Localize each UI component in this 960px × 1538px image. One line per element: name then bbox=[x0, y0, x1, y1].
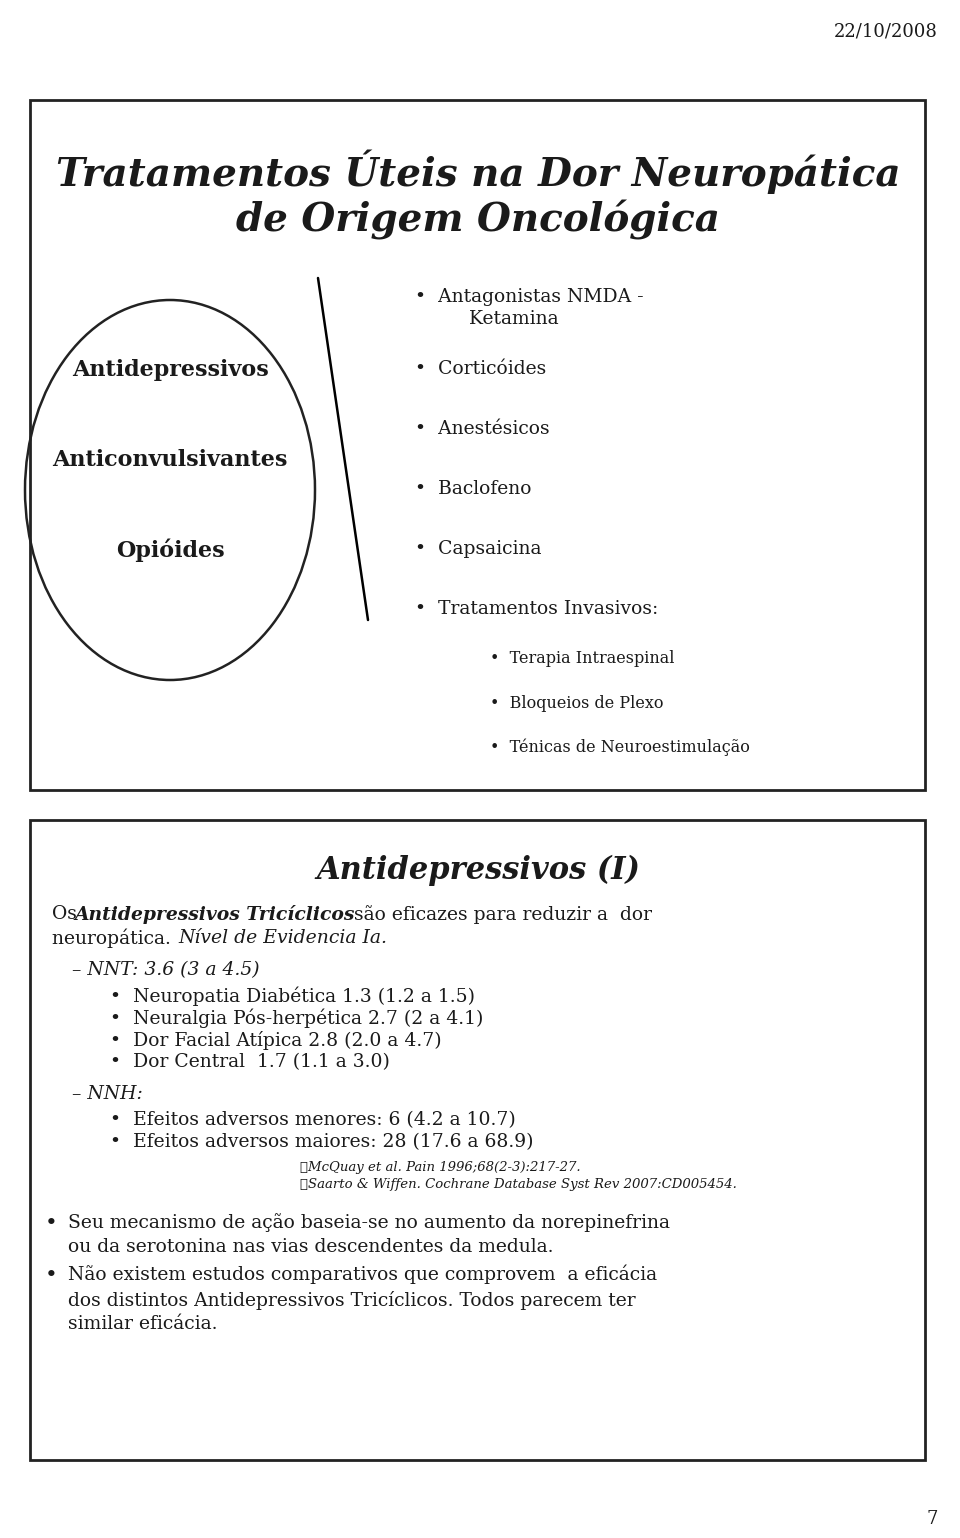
Text: •  Neuralgia Pós-herpética 2.7 (2 a 4.1): • Neuralgia Pós-herpética 2.7 (2 a 4.1) bbox=[110, 1009, 484, 1029]
Text: •  Terapia Intraespinal: • Terapia Intraespinal bbox=[490, 651, 675, 667]
Text: •  Capsaicina: • Capsaicina bbox=[415, 540, 541, 558]
Text: •  Dor Facial Atípica 2.8 (2.0 a 4.7): • Dor Facial Atípica 2.8 (2.0 a 4.7) bbox=[110, 1030, 442, 1050]
Text: de Origem Oncológica: de Origem Oncológica bbox=[236, 200, 720, 240]
Text: – NNT: 3.6 (3 a 4.5): – NNT: 3.6 (3 a 4.5) bbox=[72, 961, 259, 980]
Text: •  Baclofeno: • Baclofeno bbox=[415, 480, 532, 498]
Text: ➤Saarto & Wiffen. Cochrane Database Syst Rev 2007:CD005454.: ➤Saarto & Wiffen. Cochrane Database Syst… bbox=[300, 1178, 737, 1190]
Text: •  Anestésicos: • Anestésicos bbox=[415, 420, 550, 438]
Bar bbox=[30, 820, 925, 1460]
Text: Opióides: Opióides bbox=[116, 538, 225, 561]
Text: •  Efeitos adversos maiores: 28 (17.6 a 68.9): • Efeitos adversos maiores: 28 (17.6 a 6… bbox=[110, 1134, 534, 1150]
Text: •: • bbox=[45, 1264, 58, 1286]
Text: 7: 7 bbox=[926, 1510, 938, 1527]
Text: Antidepressivos (I): Antidepressivos (I) bbox=[316, 855, 640, 886]
Text: Anticonvulsivantes: Anticonvulsivantes bbox=[52, 449, 288, 471]
Text: são eficazes para reduzir a  dor: são eficazes para reduzir a dor bbox=[348, 904, 652, 924]
Text: •  Corticóides: • Corticóides bbox=[415, 360, 546, 378]
Text: Seu mecanismo de ação baseia-se no aumento da norepinefrina
ou da serotonina nas: Seu mecanismo de ação baseia-se no aumen… bbox=[68, 1213, 670, 1255]
Text: Não existem estudos comparativos que comprovem  a eficácia
dos distintos Antidep: Não existem estudos comparativos que com… bbox=[68, 1264, 658, 1333]
Text: •  Neuropatia Diabética 1.3 (1.2 a 1.5): • Neuropatia Diabética 1.3 (1.2 a 1.5) bbox=[110, 987, 475, 1006]
Text: Os: Os bbox=[52, 904, 83, 923]
Text: Nível de Evidencia Ia.: Nível de Evidencia Ia. bbox=[178, 929, 387, 947]
Text: – NNH:: – NNH: bbox=[72, 1084, 143, 1103]
Text: •  Antagonistas NMDA -
         Ketamina: • Antagonistas NMDA - Ketamina bbox=[415, 288, 643, 328]
Text: •  Dor Central  1.7 (1.1 a 3.0): • Dor Central 1.7 (1.1 a 3.0) bbox=[110, 1054, 390, 1070]
Text: •: • bbox=[45, 1213, 58, 1233]
Text: •  Ténicas de Neuroestimulação: • Ténicas de Neuroestimulação bbox=[490, 738, 750, 755]
Text: neuropática.: neuropática. bbox=[52, 929, 177, 949]
Text: Tratamentos Úteis na Dor Neuropática: Tratamentos Úteis na Dor Neuropática bbox=[56, 151, 900, 194]
Text: 22/10/2008: 22/10/2008 bbox=[834, 22, 938, 40]
Text: ➤McQuay et al. Pain 1996;68(2-3):217-27.: ➤McQuay et al. Pain 1996;68(2-3):217-27. bbox=[300, 1161, 581, 1173]
Text: Antidepressivos Tricíclicos: Antidepressivos Tricíclicos bbox=[74, 904, 354, 924]
Bar bbox=[30, 100, 925, 791]
Text: •  Tratamentos Invasivos:: • Tratamentos Invasivos: bbox=[415, 600, 659, 618]
Text: •  Efeitos adversos menores: 6 (4.2 a 10.7): • Efeitos adversos menores: 6 (4.2 a 10.… bbox=[110, 1110, 516, 1129]
Text: Antidepressivos: Antidepressivos bbox=[72, 358, 269, 381]
Text: •  Bloqueios de Plexo: • Bloqueios de Plexo bbox=[490, 695, 663, 712]
